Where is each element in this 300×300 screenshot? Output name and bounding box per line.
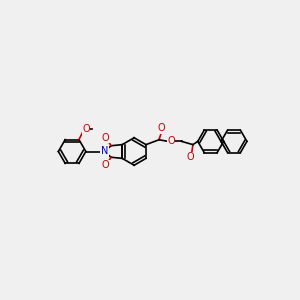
Text: O: O [158,123,165,133]
Text: O: O [187,152,194,162]
Text: O: O [101,133,109,143]
Text: N: N [101,146,108,157]
Text: O: O [82,124,90,134]
Text: O: O [167,136,175,146]
Text: O: O [101,160,109,170]
